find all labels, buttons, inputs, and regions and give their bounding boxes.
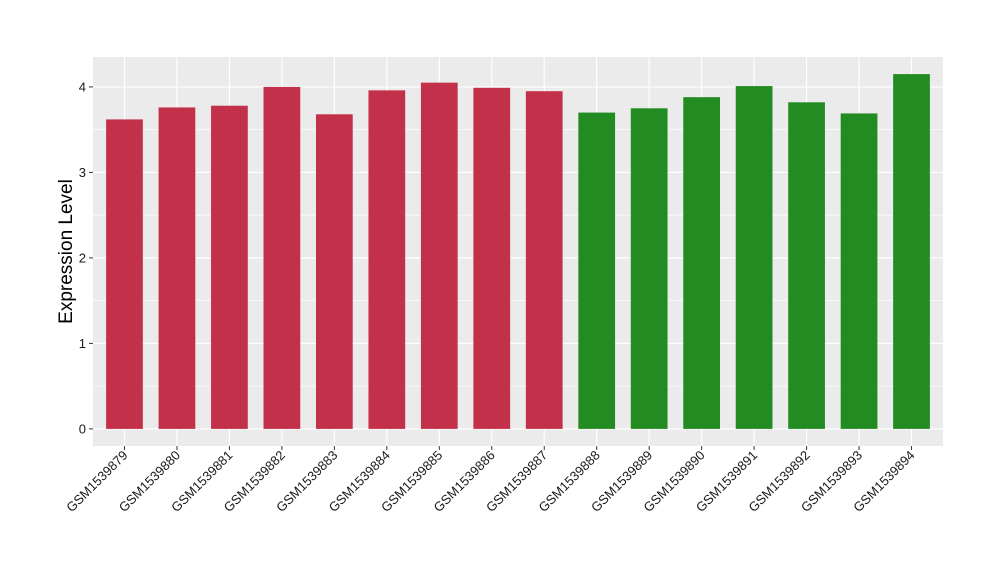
bar-GSM1539890 bbox=[683, 97, 721, 429]
y-tick-label: 1 bbox=[79, 336, 86, 351]
x-axis: GSM1539879GSM1539880GSM1539881GSM1539882… bbox=[63, 446, 918, 515]
bar-GSM1539888 bbox=[578, 112, 616, 429]
y-axis-title: Expression Level bbox=[56, 179, 77, 324]
bar-GSM1539884 bbox=[368, 90, 406, 429]
y-tick-label: 2 bbox=[79, 250, 86, 265]
bar-GSM1539882 bbox=[263, 86, 301, 429]
bar-GSM1539881 bbox=[211, 105, 248, 429]
bar-GSM1539883 bbox=[315, 114, 353, 429]
bar-GSM1539880 bbox=[158, 107, 196, 429]
bar-GSM1539886 bbox=[473, 87, 511, 429]
bars bbox=[106, 74, 930, 429]
y-axis: 0 1 2 3 4 bbox=[79, 79, 93, 436]
bar-GSM1539894 bbox=[893, 74, 930, 429]
bar-GSM1539885 bbox=[420, 82, 458, 429]
bar-GSM1539891 bbox=[735, 86, 773, 429]
bar-GSM1539893 bbox=[840, 113, 878, 429]
y-tick-label: 3 bbox=[79, 165, 86, 180]
bar-GSM1539889 bbox=[630, 108, 668, 429]
bar-GSM1539887 bbox=[525, 91, 563, 429]
y-tick-label: 0 bbox=[79, 421, 86, 436]
y-tick-label: 4 bbox=[79, 79, 86, 94]
bar-GSM1539892 bbox=[788, 102, 825, 429]
bar-GSM1539879 bbox=[106, 119, 143, 429]
